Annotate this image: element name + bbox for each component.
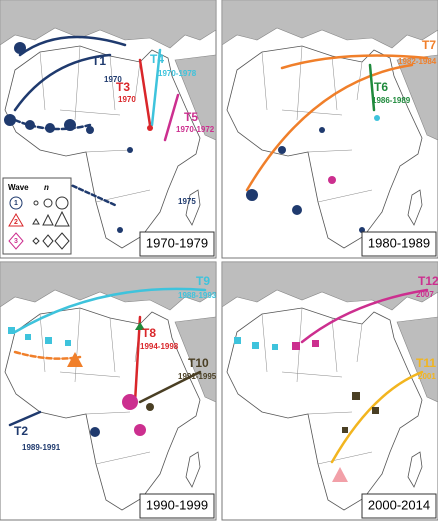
legend: Wave n 1 2 3 (2, 177, 72, 255)
lineage-name: T1 (92, 54, 106, 68)
legend-wave: 2 (14, 219, 18, 226)
lineage-name: T9 (196, 274, 210, 288)
lineage-years: 1988-1993 (178, 291, 217, 300)
lineage-name: T4 (150, 52, 164, 66)
lineage-years: 1970 (118, 95, 136, 104)
panel-1980-1989: T7 1982-1984 T6 1986-1989 1980-1989 (221, 0, 438, 259)
lineage-years: 1994-1998 (140, 342, 179, 351)
lineage-name: T12 (418, 274, 438, 288)
lineage-name: T6 (374, 80, 388, 94)
lineage-years: 1970-1972 (176, 125, 215, 134)
legend-title: Wave (8, 183, 29, 192)
legend-size-title: n (44, 183, 49, 192)
period-label: 1990-1999 (146, 497, 208, 512)
lineage-name: T5 (184, 110, 198, 124)
legend-wave: 1 (14, 200, 18, 207)
lineage-name: T10 (188, 356, 209, 370)
lineage-name: T11 (416, 356, 436, 370)
lineage-years: 2007 (416, 290, 434, 299)
lineage-name: T7 (422, 38, 436, 52)
note-year: 1975 (178, 197, 196, 206)
period-label: 1980-1989 (368, 235, 430, 250)
panel-2000-2014: T12 2007 T11 2001 2000-2014 (221, 261, 438, 521)
panel-1990-1999: T9 1988-1993 T8 1994-1998 T10 1991-1995 … (0, 261, 217, 521)
lineage-years: 1991-1995 (178, 372, 217, 381)
lineage-years: 2001 (418, 372, 436, 381)
lineage-name: T3 (116, 80, 130, 94)
lineage-years: 1989-1991 (22, 443, 61, 452)
lineage-years: 1982-1984 (398, 57, 437, 66)
lineage-years: 1986-1989 (372, 96, 411, 105)
lineage-name: T2 (14, 424, 28, 438)
lineage-years: 1970 (104, 75, 122, 84)
lineage-name: T8 (142, 326, 156, 340)
lineage-years: 1970-1978 (158, 69, 197, 78)
period-label: 2000-2014 (368, 497, 430, 512)
legend-wave: 3 (14, 238, 18, 245)
period-label: 1970-1979 (146, 235, 208, 250)
panel-1970-1979: T1 1970 T3 1970 T4 1970-1978 T5 1970-197… (0, 0, 217, 259)
